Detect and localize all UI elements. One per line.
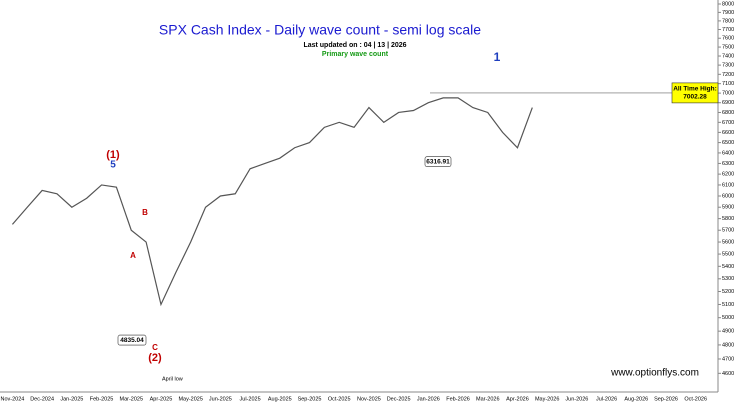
y-tick-label: 7000 [722, 91, 734, 97]
y-tick-label: 6700 [722, 120, 734, 126]
y-tick-label: 7200 [722, 72, 734, 78]
x-tick-label: Aug-2026 [624, 396, 648, 402]
wave-label: B [142, 208, 148, 217]
x-tick-label: Mar-2025 [119, 396, 143, 402]
y-tick-label: 6400 [722, 150, 734, 156]
x-tick-label: May-2025 [178, 396, 202, 402]
low-box [117, 334, 147, 346]
x-tick-label: Jul-2025 [240, 396, 261, 402]
y-tick-label: 4800 [722, 342, 734, 348]
price-line [11, 97, 533, 307]
low-label: 4835.04 [120, 337, 144, 344]
low-box [424, 156, 452, 167]
y-tick-label: 5700 [722, 228, 734, 234]
y-tick-label: 4600 [722, 371, 734, 377]
y-tick-label: 6800 [722, 110, 734, 116]
x-tick-label: Jan-2026 [417, 396, 440, 402]
y-tick-label: 7500 [722, 45, 734, 51]
x-tick-label: Feb-2026 [446, 396, 470, 402]
y-tick-label: 5400 [722, 264, 734, 270]
x-tick-label: Feb-2025 [90, 396, 114, 402]
ath-label: All Time High: [673, 86, 717, 93]
x-tick-label: Apr-2026 [506, 396, 529, 402]
y-tick-label: 7800 [722, 18, 734, 24]
y-tick-label: 5900 [722, 205, 734, 211]
x-tick-label: May-2026 [535, 396, 559, 402]
wave-label: (2) [148, 352, 162, 364]
y-tick-label: 7900 [722, 10, 734, 16]
y-tick-label: 7700 [722, 27, 734, 33]
y-tick-label: 5800 [722, 216, 734, 222]
ath-box [671, 82, 719, 104]
y-tick-label: 7100 [722, 81, 734, 87]
x-tick-label: Aug-2025 [268, 396, 292, 402]
x-tick-label: Jun-2026 [565, 396, 588, 402]
x-tick-label: Oct-2026 [684, 396, 707, 402]
x-tick-label: Apr-2025 [150, 396, 173, 402]
y-tick-label: 5500 [722, 252, 734, 258]
chart-title: SPX Cash Index - Daily wave count - semi… [159, 22, 481, 38]
x-tick-label: Nov-2024 [0, 396, 24, 402]
y-tick-label: 6500 [722, 140, 734, 146]
wave-label: 1 [494, 50, 501, 64]
x-tick-label: Dec-2024 [30, 396, 54, 402]
y-tick-label: 5000 [722, 315, 734, 321]
y-tick-label: 4900 [722, 329, 734, 335]
y-tick-label: 8000 [722, 1, 734, 7]
watermark: www.optionflys.com [610, 368, 699, 379]
y-tick-label: 6900 [722, 100, 734, 106]
y-tick-label: 5100 [722, 302, 734, 308]
y-tick-label: 7400 [722, 53, 734, 59]
y-tick-label: 6300 [722, 161, 734, 167]
y-tick-label: 5300 [722, 276, 734, 282]
x-tick-label: Jun-2025 [209, 396, 232, 402]
wave-label: 5 [110, 160, 116, 171]
y-tick-label: 7600 [722, 36, 734, 42]
x-tick-label: Mar-2026 [476, 396, 500, 402]
y-tick-label: 5200 [722, 289, 734, 295]
x-tick-label: Jul-2026 [596, 396, 617, 402]
x-tick-label: Nov-2025 [357, 396, 381, 402]
ath-value: 7002.28 [683, 94, 707, 101]
x-tick-label: Sep-2025 [298, 396, 322, 402]
y-tick-label: 6600 [722, 130, 734, 136]
note: Primary wave count [322, 51, 389, 58]
y-tick-label: 6000 [722, 193, 734, 199]
y-tick-label: 5600 [722, 239, 734, 245]
subtitle: Last updated on : 04 | 13 | 2026 [303, 42, 406, 49]
x-tick-label: Oct-2025 [328, 396, 351, 402]
x-tick-label: Jan-2025 [60, 396, 83, 402]
wave-label: C [152, 343, 158, 352]
april-low-label: April low [162, 377, 183, 383]
y-tick-label: 4700 [722, 356, 734, 362]
x-tick-label: Dec-2025 [387, 396, 411, 402]
y-tick-label: 6200 [722, 172, 734, 178]
y-tick-label: 7300 [722, 63, 734, 69]
y-tick-label: 6100 [722, 182, 734, 188]
wave-label: (1) [106, 149, 120, 161]
wave-label: A [130, 251, 136, 260]
low-label: 6316.91 [426, 158, 450, 165]
x-tick-label: Sep-2026 [654, 396, 678, 402]
